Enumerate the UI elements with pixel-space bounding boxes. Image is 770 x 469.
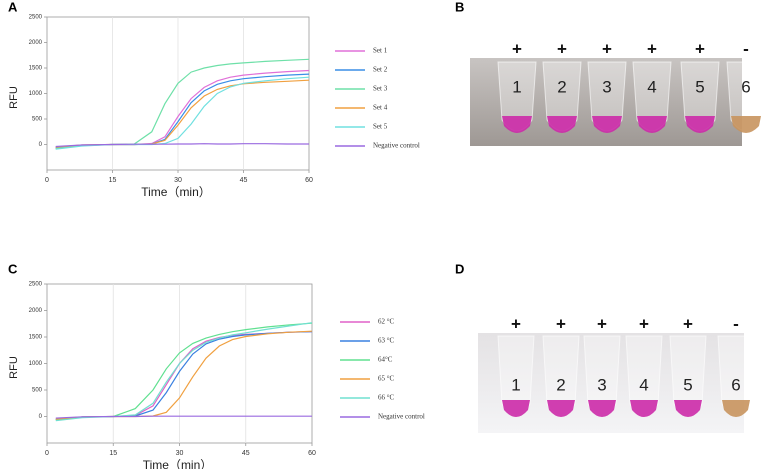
tube-liquid bbox=[588, 400, 616, 417]
y-tick-label: 1500 bbox=[29, 66, 43, 72]
tube-number: 2 bbox=[556, 375, 565, 394]
tube-liquid bbox=[637, 116, 667, 133]
legend-label: Set 3 bbox=[373, 85, 388, 93]
tube-liquid bbox=[674, 400, 702, 417]
y-tick-label: 0 bbox=[39, 142, 43, 148]
x-tick-label: 60 bbox=[305, 177, 313, 184]
panel-label: D bbox=[455, 261, 464, 276]
tube-liquid bbox=[592, 116, 622, 133]
data-line bbox=[55, 322, 313, 422]
y-tick-label: 2500 bbox=[29, 282, 43, 288]
legend-label: 63 °C bbox=[378, 337, 395, 345]
legend-label: Negative control bbox=[378, 413, 425, 421]
legend-label: Set 1 bbox=[373, 47, 388, 55]
tube-liquid bbox=[722, 400, 750, 417]
tube-liquid bbox=[630, 400, 658, 417]
data-line bbox=[55, 331, 313, 420]
y-tick-label: 500 bbox=[32, 388, 43, 394]
x-tick-label: 30 bbox=[176, 450, 184, 457]
sign-label: + bbox=[602, 39, 612, 58]
sign-label: + bbox=[557, 39, 567, 58]
y-axis-label: RFU bbox=[8, 356, 20, 379]
legend-label: Set 5 bbox=[373, 123, 388, 131]
tube-liquid bbox=[685, 116, 715, 133]
tube-number: 4 bbox=[639, 375, 648, 394]
y-tick-label: 2000 bbox=[29, 40, 43, 46]
x-tick-label: 15 bbox=[109, 177, 117, 184]
tube-number: 6 bbox=[731, 375, 740, 394]
legend-label: 65 °C bbox=[378, 375, 395, 383]
x-axis-label: Time（min） bbox=[141, 185, 211, 199]
x-tick-label: 0 bbox=[45, 450, 49, 457]
legend-label: Negative control bbox=[373, 142, 420, 150]
legend-label: 64°C bbox=[378, 356, 393, 364]
tube-liquid bbox=[502, 116, 532, 133]
sign-label: + bbox=[512, 39, 522, 58]
tube-liquid bbox=[502, 400, 530, 417]
sign-label: + bbox=[695, 39, 705, 58]
x-axis-label: Time（min） bbox=[143, 458, 213, 469]
y-tick-label: 0 bbox=[39, 414, 43, 420]
sign-label: + bbox=[647, 39, 657, 58]
data-line bbox=[55, 330, 313, 420]
tube-number: 2 bbox=[557, 77, 566, 96]
x-tick-label: 45 bbox=[242, 450, 250, 457]
panel-label: B bbox=[455, 0, 464, 14]
y-tick-label: 500 bbox=[32, 117, 43, 123]
tube-number: 3 bbox=[597, 375, 606, 394]
y-tick-label: 1500 bbox=[29, 335, 43, 341]
x-tick-label: 60 bbox=[308, 450, 316, 457]
tube-number: 5 bbox=[683, 375, 692, 394]
tube-liquid bbox=[731, 116, 761, 133]
legend-label: Set 4 bbox=[373, 104, 388, 112]
sign-label: + bbox=[511, 314, 521, 333]
y-tick-label: 1000 bbox=[29, 361, 43, 367]
photo-background bbox=[478, 333, 744, 433]
panel-label: C bbox=[8, 261, 18, 276]
y-tick-label: 2000 bbox=[29, 308, 43, 314]
tube-liquid bbox=[547, 400, 575, 417]
tube-number: 1 bbox=[512, 77, 521, 96]
x-tick-label: 45 bbox=[240, 177, 248, 184]
data-line bbox=[55, 79, 310, 148]
tube-number: 3 bbox=[602, 77, 611, 96]
data-line bbox=[55, 331, 313, 421]
sign-label: + bbox=[597, 314, 607, 333]
data-line bbox=[55, 415, 312, 419]
y-tick-label: 2500 bbox=[29, 15, 43, 21]
tube-number: 5 bbox=[695, 77, 704, 96]
legend-label: 62 °C bbox=[378, 318, 395, 326]
sign-label: + bbox=[556, 314, 566, 333]
data-line bbox=[55, 322, 313, 421]
y-tick-label: 1000 bbox=[29, 91, 43, 97]
legend-label: Set 2 bbox=[373, 66, 388, 74]
y-axis-label: RFU bbox=[8, 86, 20, 109]
sign-label: + bbox=[683, 314, 693, 333]
tube-number: 4 bbox=[647, 77, 656, 96]
sign-label: - bbox=[743, 39, 749, 58]
data-line bbox=[55, 76, 310, 150]
data-line bbox=[55, 143, 309, 148]
tube-liquid bbox=[547, 116, 577, 133]
sign-label: - bbox=[733, 314, 739, 333]
tube-number: 1 bbox=[511, 375, 520, 394]
panel-label: A bbox=[8, 0, 18, 14]
x-tick-label: 30 bbox=[174, 177, 182, 184]
tube-number: 6 bbox=[741, 77, 750, 96]
x-tick-label: 15 bbox=[109, 450, 117, 457]
x-tick-label: 0 bbox=[45, 177, 49, 184]
legend-label: 66 °C bbox=[378, 394, 395, 402]
sign-label: + bbox=[639, 314, 649, 333]
